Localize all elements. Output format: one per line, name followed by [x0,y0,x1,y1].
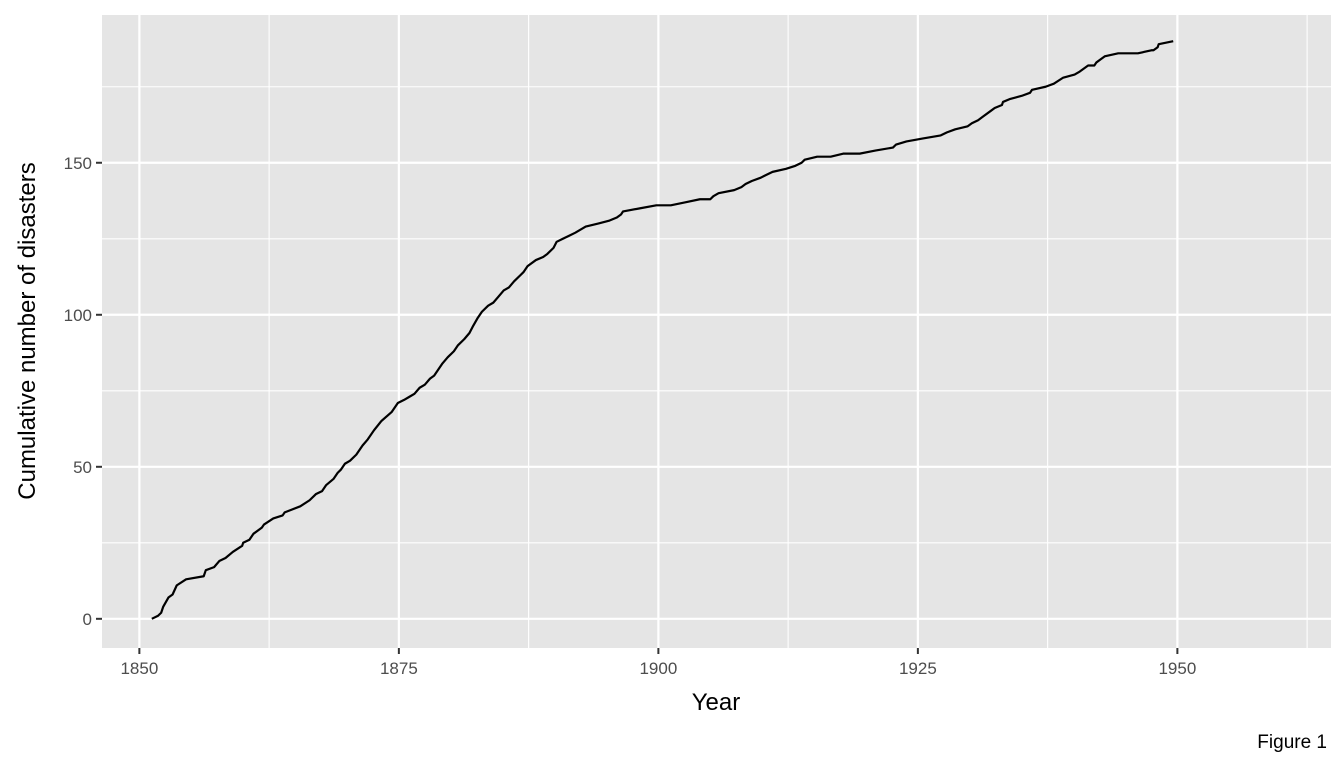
x-axis-title: Year [692,689,741,716]
major-gridlines-y [102,161,1331,620]
x-tick-label: 1850 [120,659,158,678]
x-tick-label: 1925 [899,659,937,678]
x-tick-label: 1900 [639,659,677,678]
y-tick-label: 150 [64,154,92,173]
minor-gridlines-y [102,86,1331,544]
major-gridlines-x [138,15,1179,648]
x-tick-label: 1875 [380,659,418,678]
x-tick-label: 1950 [1158,659,1196,678]
y-axis: 0 50 100 150 [64,154,102,629]
y-tick-label: 50 [73,458,92,477]
plot-panel [102,15,1331,648]
series-line [151,40,1174,620]
x-axis: 1850 1875 1900 1925 1950 [120,648,1196,678]
y-axis-title: Cumulative number of disasters [14,162,41,499]
y-tick-label: 100 [64,306,92,325]
y-tick-label: 0 [83,610,92,629]
figure-caption: Figure 1 [1257,732,1327,753]
